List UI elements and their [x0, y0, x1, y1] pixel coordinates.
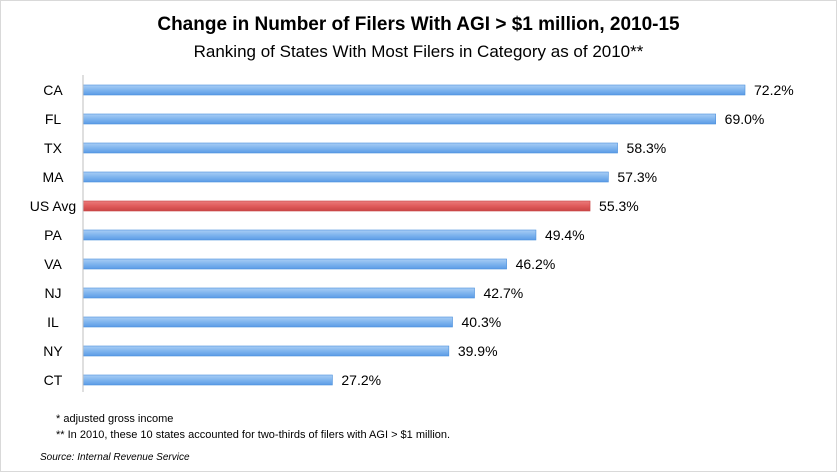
bar-ca	[82, 84, 746, 96]
bar-tx	[82, 142, 618, 154]
category-label-il: IL	[47, 314, 59, 330]
value-label-tx: 58.3%	[627, 140, 667, 156]
category-label-ct: CT	[44, 372, 63, 388]
value-label-nj: 42.7%	[484, 285, 524, 301]
value-label-ca: 72.2%	[754, 82, 794, 98]
category-label-ma: MA	[43, 169, 65, 185]
category-label-ny: NY	[43, 343, 63, 359]
bar-ny	[82, 345, 450, 357]
bar-il	[82, 316, 453, 328]
bar-fl	[82, 113, 716, 125]
value-label-pa: 49.4%	[545, 227, 585, 243]
value-label-va: 46.2%	[516, 256, 556, 272]
category-label-tx: TX	[44, 140, 63, 156]
bar-nj	[82, 287, 475, 299]
value-label-ct: 27.2%	[341, 372, 381, 388]
value-label-fl: 69.0%	[725, 111, 765, 127]
chart-subtitle: Ranking of States With Most Filers in Ca…	[193, 42, 644, 61]
footnotes: * adjusted gross income ** In 2010, thes…	[56, 411, 450, 443]
footnote-1: * adjusted gross income	[56, 413, 174, 425]
category-label-ca: CA	[43, 82, 63, 98]
bar-ma	[82, 171, 609, 183]
bar-ct	[82, 374, 333, 386]
chart-title: Change in Number of Filers With AGI > $1…	[157, 14, 680, 35]
bar-va	[82, 258, 507, 270]
category-label-us-avg: US Avg	[30, 198, 76, 214]
value-label-ny: 39.9%	[458, 343, 498, 359]
category-label-pa: PA	[44, 227, 62, 243]
category-label-nj: NJ	[44, 285, 61, 301]
footnote-2: ** In 2010, these 10 states accounted fo…	[56, 429, 451, 441]
category-label-fl: FL	[45, 111, 62, 127]
value-label-ma: 57.3%	[617, 169, 657, 185]
bar-us-avg	[82, 200, 591, 212]
category-label-va: VA	[44, 256, 62, 272]
source-note: Source: Internal Revenue Service	[40, 452, 190, 463]
value-label-us-avg: 55.3%	[599, 198, 639, 214]
bar-pa	[82, 229, 537, 241]
value-label-il: 40.3%	[462, 314, 502, 330]
